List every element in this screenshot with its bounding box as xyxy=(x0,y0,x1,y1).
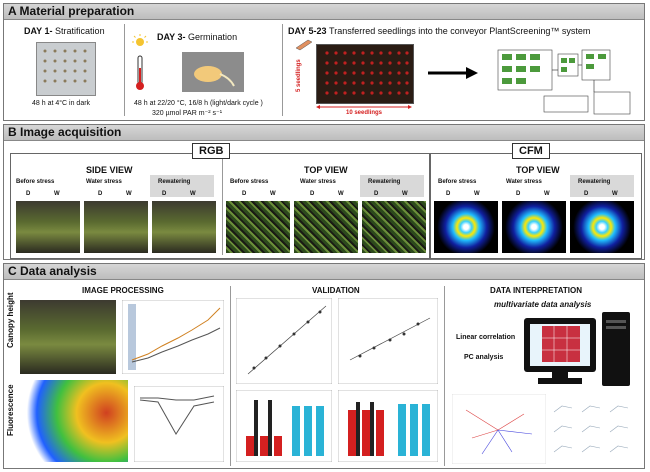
pc-analysis-label: PC analysis xyxy=(464,354,504,361)
day3-label: DAY 3- Germination xyxy=(157,32,237,42)
cfm-water-w: W xyxy=(544,191,550,197)
side-before-w: W xyxy=(54,191,60,197)
cfm-rewater-label: Rewatering xyxy=(578,179,611,185)
top-rewater-w: W xyxy=(402,191,408,197)
cfm-rewater-highlight xyxy=(570,175,634,197)
seedlings-rows-label: 5 seedlings xyxy=(296,59,302,92)
canopy-height-image xyxy=(20,300,116,374)
top-before-label: Before stress xyxy=(230,179,269,185)
side-water-image xyxy=(84,201,148,253)
panel-a-header: A Material preparation xyxy=(4,4,644,20)
conveyor-icon xyxy=(497,49,631,115)
fluorescence-image xyxy=(20,380,128,462)
day1-caption: 48 h at 4°C in dark xyxy=(32,100,91,107)
cfm-water-d: D xyxy=(516,191,521,197)
panel-b-header: B Image acquisition xyxy=(4,125,644,141)
top-before-d: D xyxy=(242,191,247,197)
width-arrow-icon xyxy=(316,105,412,109)
day3-title: DAY 3- xyxy=(157,32,186,42)
day5-label: DAY 5-23 Transferred seedlings into the … xyxy=(288,26,590,36)
side-water-w: W xyxy=(126,191,132,197)
validation-bar-chart-2 xyxy=(338,390,438,462)
top-water-image xyxy=(294,201,358,253)
top-view-cfm-label: TOP VIEW xyxy=(516,165,560,175)
day3-subtitle: Germination xyxy=(188,32,238,42)
top-rewater-label: Rewatering xyxy=(368,179,401,185)
validation-scatter-1 xyxy=(236,298,332,384)
conveyor-system-diagram xyxy=(494,40,634,120)
fluorescence-label: Fluorescence xyxy=(6,384,15,436)
day1-label: DAY 1- Stratification xyxy=(24,26,105,36)
cfm-label: CFM xyxy=(512,143,550,159)
cfm-water-label: Water stress xyxy=(506,179,542,185)
pca-biplot xyxy=(452,394,546,464)
canopy-height-plot xyxy=(122,300,224,374)
fluorescence-plot xyxy=(134,386,224,462)
top-water-label: Water stress xyxy=(300,179,336,185)
small-multiples-plot xyxy=(553,405,629,453)
seedlings-cols-label: 10 seedlings xyxy=(346,110,383,116)
sun-thermometer-icon xyxy=(132,34,148,90)
side-rewater-w: W xyxy=(190,191,196,197)
top-rewater-highlight xyxy=(360,175,424,197)
validation-bar-chart-1 xyxy=(236,390,332,462)
top-rewater-image xyxy=(362,201,426,253)
cfm-before-image xyxy=(434,201,498,253)
cfm-before-label: Before stress xyxy=(438,179,477,185)
side-rewater-label: Rewatering xyxy=(158,179,191,185)
cfm-before-w: W xyxy=(474,191,480,197)
panel-material-preparation: A Material preparation DAY 1- Stratifica… xyxy=(3,3,645,121)
canopy-height-label: Canopy height xyxy=(6,292,15,348)
validation-title: VALIDATION xyxy=(312,286,360,295)
multivariate-label: multivariate data analysis xyxy=(494,300,592,309)
day5-subtitle: Transferred seedlings into the conveyor … xyxy=(329,26,591,36)
computer-icon xyxy=(524,312,630,386)
day1-subtitle: Stratification xyxy=(55,26,105,36)
panel-image-acquisition: B Image acquisition RGB CFM SIDE VIEW TO… xyxy=(3,124,645,260)
rgb-label: RGB xyxy=(192,143,231,159)
cfm-rewater-w: W xyxy=(612,191,618,197)
cfm-before-d: D xyxy=(446,191,451,197)
side-rewater-d: D xyxy=(162,191,167,197)
day3-caption-1: 48 h at 22/20 °C, 16/8 h (light/dark cyc… xyxy=(134,100,263,107)
top-before-image xyxy=(226,201,290,253)
seed-grid-icon xyxy=(43,49,87,83)
germination-seed-image xyxy=(182,52,244,92)
side-view-label: SIDE VIEW xyxy=(86,165,133,175)
side-before-image xyxy=(16,201,80,253)
side-before-label: Before stress xyxy=(16,179,55,185)
day5-title: DAY 5-23 xyxy=(288,26,327,36)
cfm-rewater-image xyxy=(570,201,634,253)
top-water-d: D xyxy=(310,191,315,197)
day1-title: DAY 1- xyxy=(24,26,53,36)
panel-data-analysis: C Data analysis IMAGE PROCESSING Canopy … xyxy=(3,263,645,469)
side-before-d: D xyxy=(26,191,31,197)
side-rewater-image xyxy=(152,201,216,253)
top-view-label: TOP VIEW xyxy=(304,165,348,175)
cfm-water-image xyxy=(502,201,566,253)
data-interpretation-title: DATA INTERPRETATION xyxy=(490,286,582,295)
linear-correlation-label: Linear correlation xyxy=(456,334,516,341)
stratification-plate-image xyxy=(36,42,96,96)
seedling-dots xyxy=(325,51,409,95)
side-water-d: D xyxy=(98,191,103,197)
seed-icon xyxy=(194,66,235,87)
validation-scatter-2 xyxy=(338,298,438,384)
cfm-rewater-d: D xyxy=(584,191,589,197)
side-rewater-highlight xyxy=(150,175,214,197)
image-processing-title: IMAGE PROCESSING xyxy=(82,286,164,295)
seedling-tray-image xyxy=(316,44,414,104)
dropper-icon xyxy=(295,39,313,51)
top-water-w: W xyxy=(338,191,344,197)
top-rewater-d: D xyxy=(374,191,379,197)
day3-caption-2: 320 µmol PAR m⁻² s⁻¹ xyxy=(152,110,223,117)
right-arrow-icon xyxy=(428,67,478,79)
top-before-w: W xyxy=(270,191,276,197)
panel-c-header: C Data analysis xyxy=(4,264,644,280)
side-water-label: Water stress xyxy=(86,179,122,185)
